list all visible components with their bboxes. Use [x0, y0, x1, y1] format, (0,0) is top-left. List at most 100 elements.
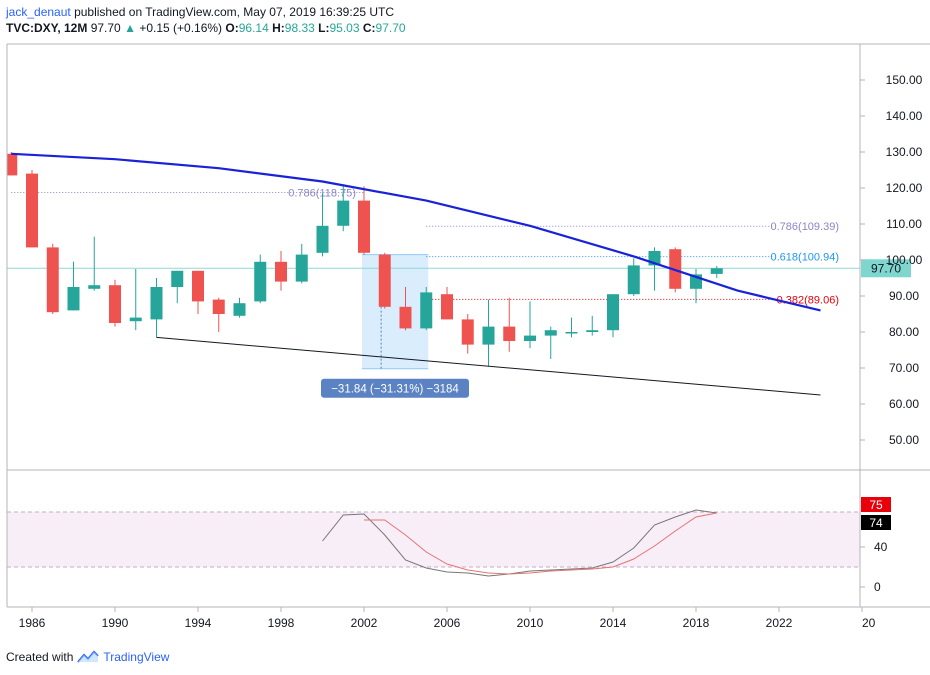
- candle[interactable]: [420, 287, 433, 331]
- candle[interactable]: [337, 184, 350, 232]
- candle[interactable]: [67, 261, 80, 311]
- close-value: 97.70: [375, 21, 406, 35]
- high-label: H:: [272, 21, 285, 35]
- candle-body: [524, 335, 536, 341]
- candle-body: [337, 200, 350, 226]
- candle-body: [109, 285, 121, 323]
- last-price-tag: [861, 259, 911, 278]
- candle-body: [461, 319, 474, 345]
- candle[interactable]: [586, 315, 599, 336]
- candle-body: [607, 294, 619, 331]
- candle[interactable]: [503, 297, 516, 352]
- candle[interactable]: [607, 294, 619, 338]
- author-link[interactable]: jack_denaut: [6, 5, 71, 19]
- candle[interactable]: [233, 297, 246, 318]
- rsi-line[interactable]: [322, 509, 717, 577]
- created-with-text: Created with: [6, 650, 74, 664]
- price-pane[interactable]: 0.786(118.75)0.786(109.39)0.618(100.94)0…: [5, 152, 911, 398]
- lower-trendline[interactable]: [156, 336, 821, 396]
- rsi-band: [7, 512, 860, 567]
- candle-body: [420, 292, 433, 329]
- upper-trendline[interactable]: [11, 152, 821, 312]
- candle-body: [7, 153, 18, 176]
- y-tick-label: 100.00: [886, 253, 923, 267]
- candle-body: [46, 247, 59, 313]
- candle-body: [358, 200, 370, 253]
- candle-body: [192, 270, 204, 302]
- candle[interactable]: [482, 299, 495, 367]
- candle[interactable]: [399, 287, 412, 331]
- candle-body: [710, 268, 723, 274]
- rsi-tick-label: 40: [874, 540, 888, 554]
- candle[interactable]: [192, 270, 204, 314]
- y-tick-label: 110.00: [886, 217, 922, 231]
- candle[interactable]: [648, 247, 661, 291]
- y-tick-label: 120.00: [886, 181, 923, 195]
- measure-label: −31.84 (−31.31%) −3184: [331, 384, 459, 396]
- tradingview-link[interactable]: TradingView: [103, 650, 170, 664]
- candle[interactable]: [109, 279, 121, 327]
- y-tick-label: 140.00: [886, 109, 923, 123]
- candle[interactable]: [710, 266, 723, 278]
- candle[interactable]: [565, 317, 578, 338]
- candle[interactable]: [254, 254, 267, 304]
- high-value: 98.33: [284, 21, 315, 35]
- measure-label-bg: [321, 378, 469, 398]
- candle[interactable]: [88, 236, 101, 291]
- x-tick-label: 1998: [268, 616, 295, 630]
- candle[interactable]: [26, 170, 38, 248]
- open-label: O:: [225, 21, 239, 35]
- candle[interactable]: [316, 193, 329, 257]
- symbol-label[interactable]: TVC:DXY, 12M: [6, 21, 88, 35]
- measure-box[interactable]: [362, 254, 429, 369]
- candle-body: [171, 270, 184, 287]
- candle-body: [378, 254, 391, 307]
- candle[interactable]: [524, 301, 536, 349]
- candle[interactable]: [171, 270, 184, 304]
- candle-body: [254, 261, 267, 302]
- low-value: 95.03: [329, 21, 360, 35]
- candle-body: [399, 306, 412, 329]
- candle[interactable]: [129, 269, 142, 331]
- rsi-value-tag: [861, 515, 891, 530]
- candle-body: [316, 225, 329, 253]
- rsi-signal-line[interactable]: [364, 512, 717, 575]
- x-tick-label: 1990: [102, 616, 129, 630]
- y-tick-label: 50.00: [889, 433, 919, 447]
- candle-body: [503, 326, 516, 341]
- candle[interactable]: [212, 297, 225, 332]
- last-price-tag-label: 97.70: [871, 261, 901, 275]
- candle-body: [482, 326, 495, 345]
- chart-frame: 50.00 60.00 70.00 80.00 90.00 100.00 110.00 120…: [6, 43, 930, 630]
- candle-body: [586, 330, 599, 332]
- candle[interactable]: [378, 252, 391, 309]
- rsi-value-tag-label: 74: [869, 516, 883, 530]
- x-tick-label: 2018: [683, 616, 710, 630]
- candle[interactable]: [690, 269, 702, 304]
- x-tick-label: 2014: [600, 616, 627, 630]
- y-tick-label: 60.00: [889, 397, 919, 411]
- x-tick-label: 1994: [185, 616, 212, 630]
- candle[interactable]: [46, 243, 59, 314]
- price-plot[interactable]: 0.786(118.75)0.786(109.39)0.618(100.94)0…: [5, 152, 860, 396]
- candle[interactable]: [275, 251, 287, 291]
- fib-level-label: 0.786(109.39): [771, 221, 840, 233]
- candle[interactable]: [358, 186, 370, 255]
- candle[interactable]: [461, 314, 474, 354]
- candle-body: [88, 285, 101, 289]
- candle[interactable]: [441, 287, 453, 320]
- candle-body: [233, 303, 246, 316]
- rsi-value-tag: [861, 497, 891, 512]
- candle-body: [275, 261, 287, 282]
- candle[interactable]: [544, 326, 557, 359]
- candle-body: [565, 332, 578, 334]
- rsi-pane[interactable]: 0 40 75 74: [7, 497, 891, 594]
- candle[interactable]: [150, 278, 163, 338]
- up-arrow-icon: ▲: [124, 21, 136, 35]
- y-tick-label: 150.00: [886, 73, 923, 87]
- candle[interactable]: [627, 258, 640, 296]
- candle[interactable]: [5, 152, 18, 176]
- candle[interactable]: [295, 243, 308, 284]
- open-value: 96.14: [238, 21, 269, 35]
